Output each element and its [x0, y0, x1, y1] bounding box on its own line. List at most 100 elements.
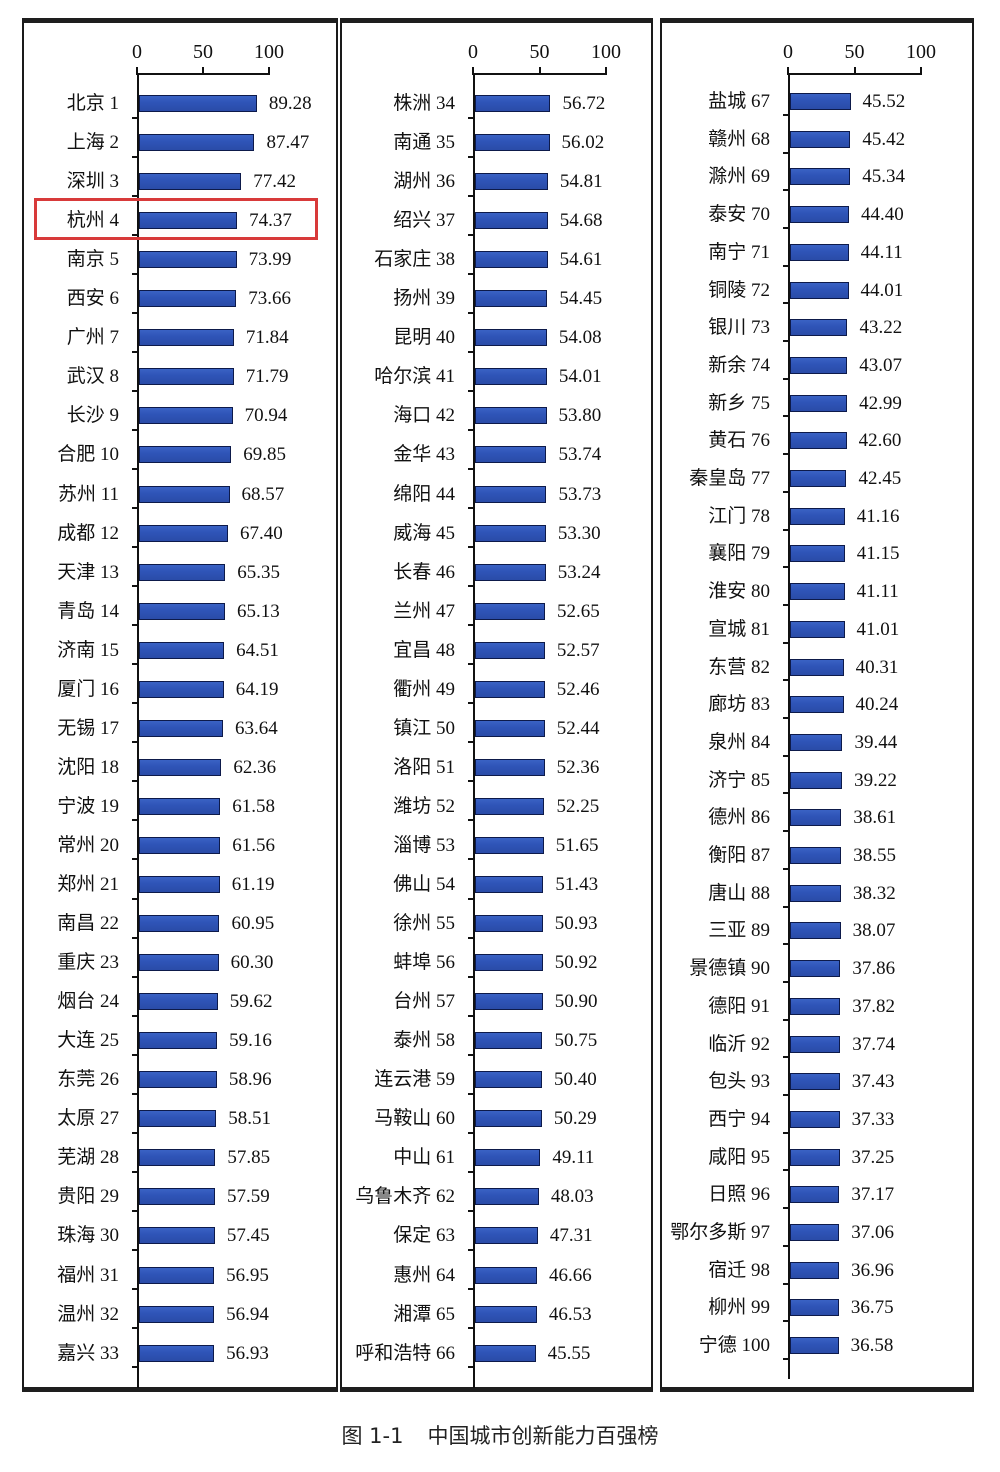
row-tick [132, 1209, 138, 1212]
value-label: 61.56 [232, 834, 275, 856]
city-label: 绵阳 44 [393, 483, 455, 505]
city-label: 秦皇岛 77 [689, 468, 770, 489]
bar [139, 641, 225, 659]
row-tick [132, 467, 138, 470]
bar [139, 1266, 215, 1284]
city-label: 福州 31 [57, 1264, 119, 1286]
bar [790, 168, 851, 186]
row-tick [468, 819, 474, 822]
city-label: 三亚 89 [708, 920, 770, 942]
city-label: 柳州 99 [708, 1297, 770, 1319]
row-tick [468, 1170, 474, 1173]
value-label: 60.30 [230, 952, 274, 974]
city-label: 成都 12 [57, 522, 119, 544]
row-tick [468, 663, 474, 666]
bar [139, 212, 238, 230]
value-label: 61.58 [232, 795, 276, 817]
bar [139, 954, 219, 972]
city-label: 洛阳 51 [393, 756, 455, 778]
city-label: 铜陵 72 [708, 279, 770, 301]
row-tick [783, 490, 789, 493]
value-label: 65.35 [237, 561, 280, 583]
value-label: 74.37 [249, 210, 292, 232]
row-tick [783, 943, 789, 946]
value-label: 77.42 [253, 171, 296, 193]
value-label: 42.60 [858, 430, 902, 452]
row-tick [783, 1131, 789, 1134]
row-tick [468, 1014, 474, 1017]
value-label: 37.33 [851, 1108, 895, 1130]
value-label: 89.28 [268, 93, 312, 114]
row-tick [468, 1366, 474, 1369]
bar [475, 1188, 539, 1206]
row-tick [783, 830, 789, 833]
value-label: 45.52 [862, 91, 906, 112]
row-tick [132, 819, 138, 822]
bar [475, 446, 547, 464]
bar [139, 1032, 218, 1050]
value-label: 65.13 [236, 600, 280, 622]
row-tick [132, 507, 138, 510]
city-label: 盐城 67 [708, 91, 770, 112]
city-label: 泉州 84 [708, 731, 770, 753]
row-tick [132, 194, 138, 197]
city-label: 银川 73 [708, 317, 770, 339]
value-label: 87.47 [266, 132, 310, 154]
value-label: 39.22 [854, 769, 897, 791]
bar [139, 251, 237, 269]
row-tick [783, 1357, 789, 1360]
value-label: 38.07 [852, 920, 896, 942]
row-tick [132, 1014, 138, 1017]
city-label: 厦门 16 [57, 678, 119, 700]
row-tick [468, 897, 474, 900]
row-tick [783, 189, 789, 192]
row-tick [132, 858, 138, 861]
value-label: 57.85 [227, 1147, 271, 1169]
value-label: 41.15 [856, 543, 900, 565]
bar [790, 884, 841, 902]
bar [139, 876, 220, 893]
bar [790, 281, 849, 299]
value-label: 60.95 [231, 913, 275, 935]
city-label: 淄博 53 [393, 834, 455, 856]
bar [790, 997, 841, 1015]
city-label: 淮安 80 [708, 581, 770, 603]
row-tick [783, 754, 789, 757]
figure-number: 图 1-1 [341, 1424, 404, 1448]
city-label: 湖州 36 [393, 171, 455, 193]
row-tick [783, 603, 789, 606]
value-label: 57.59 [227, 1186, 270, 1208]
bar [790, 356, 848, 374]
value-label: 37.17 [851, 1184, 895, 1206]
city-label: 南京 5 [66, 249, 119, 271]
row-tick [783, 340, 789, 343]
value-label: 50.93 [554, 913, 598, 935]
value-label: 51.65 [555, 834, 599, 856]
value-label: 41.01 [856, 618, 900, 640]
value-label: 54.08 [558, 327, 602, 349]
value-label: 53.73 [558, 483, 602, 505]
city-label: 西宁 94 [708, 1108, 770, 1130]
value-label: 52.65 [557, 600, 600, 622]
row-tick [468, 624, 474, 627]
bar [139, 290, 237, 308]
chart-panel-3: 0 50 100 盐城 67 45.52 赣州 68 45.42 滁州 69 45.34 泰安 7… [660, 18, 974, 1392]
city-label: 天津 13 [57, 561, 119, 583]
city-label: 保定 63 [393, 1225, 455, 1247]
bar [790, 733, 843, 751]
bar [475, 368, 547, 386]
row-tick [132, 1248, 138, 1251]
city-label: 潍坊 52 [393, 795, 455, 817]
value-label: 58.96 [228, 1069, 272, 1091]
city-label: 佛山 54 [393, 874, 455, 895]
bar [139, 993, 218, 1011]
bar [790, 620, 845, 638]
city-label: 长春 46 [393, 561, 455, 583]
bar [475, 485, 547, 503]
value-label: 73.66 [248, 288, 291, 310]
row-tick [468, 858, 474, 861]
bar [475, 993, 543, 1011]
value-label: 56.93 [226, 1342, 269, 1364]
value-label: 56.95 [226, 1264, 269, 1286]
axis-tick-label: 50 [193, 41, 213, 63]
